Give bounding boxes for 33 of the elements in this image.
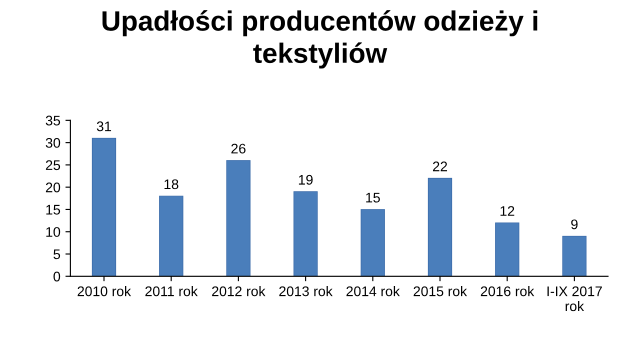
bar [92, 138, 116, 276]
bar [495, 222, 520, 276]
y-tick-label: 20 [46, 182, 60, 192]
data-label: 19 [298, 174, 313, 185]
x-tick-label: 2015 rok [414, 286, 468, 296]
bar [360, 209, 385, 276]
y-tick-label: 25 [46, 160, 60, 170]
bar [226, 160, 251, 276]
x-tick-label: I-IX 2017 rok [548, 286, 602, 312]
data-label: 12 [500, 206, 514, 216]
y-tick-label: 35 [46, 116, 60, 126]
y-tick-label: 10 [46, 227, 60, 237]
x-tick-label: 2011 rok [145, 286, 198, 296]
x-tick-label: 2016 rok [480, 286, 534, 296]
x-tick-label: 2010 rok [78, 286, 132, 296]
y-tick-label: 15 [46, 204, 60, 215]
x-tick-label: 2013 rok [279, 286, 333, 296]
bar [428, 178, 452, 276]
x-tick-label: 2012 rok [212, 286, 266, 296]
x-tick-label: 2014 rok [346, 286, 400, 296]
y-tick-label: 0 [53, 272, 60, 282]
data-label: 15 [366, 192, 380, 203]
data-label: 18 [164, 179, 178, 190]
bar [562, 236, 587, 276]
bar [293, 191, 318, 276]
data-label: 22 [432, 162, 448, 172]
chart-title: Upadłości producentów odzieży i tekstyliów [102, 10, 538, 69]
data-label: 31 [96, 121, 112, 132]
data-label: 26 [231, 144, 246, 154]
data-label: 9 [571, 219, 578, 230]
y-tick-label: 30 [46, 138, 60, 148]
bar [159, 196, 184, 276]
y-tick-label: 5 [54, 249, 60, 260]
